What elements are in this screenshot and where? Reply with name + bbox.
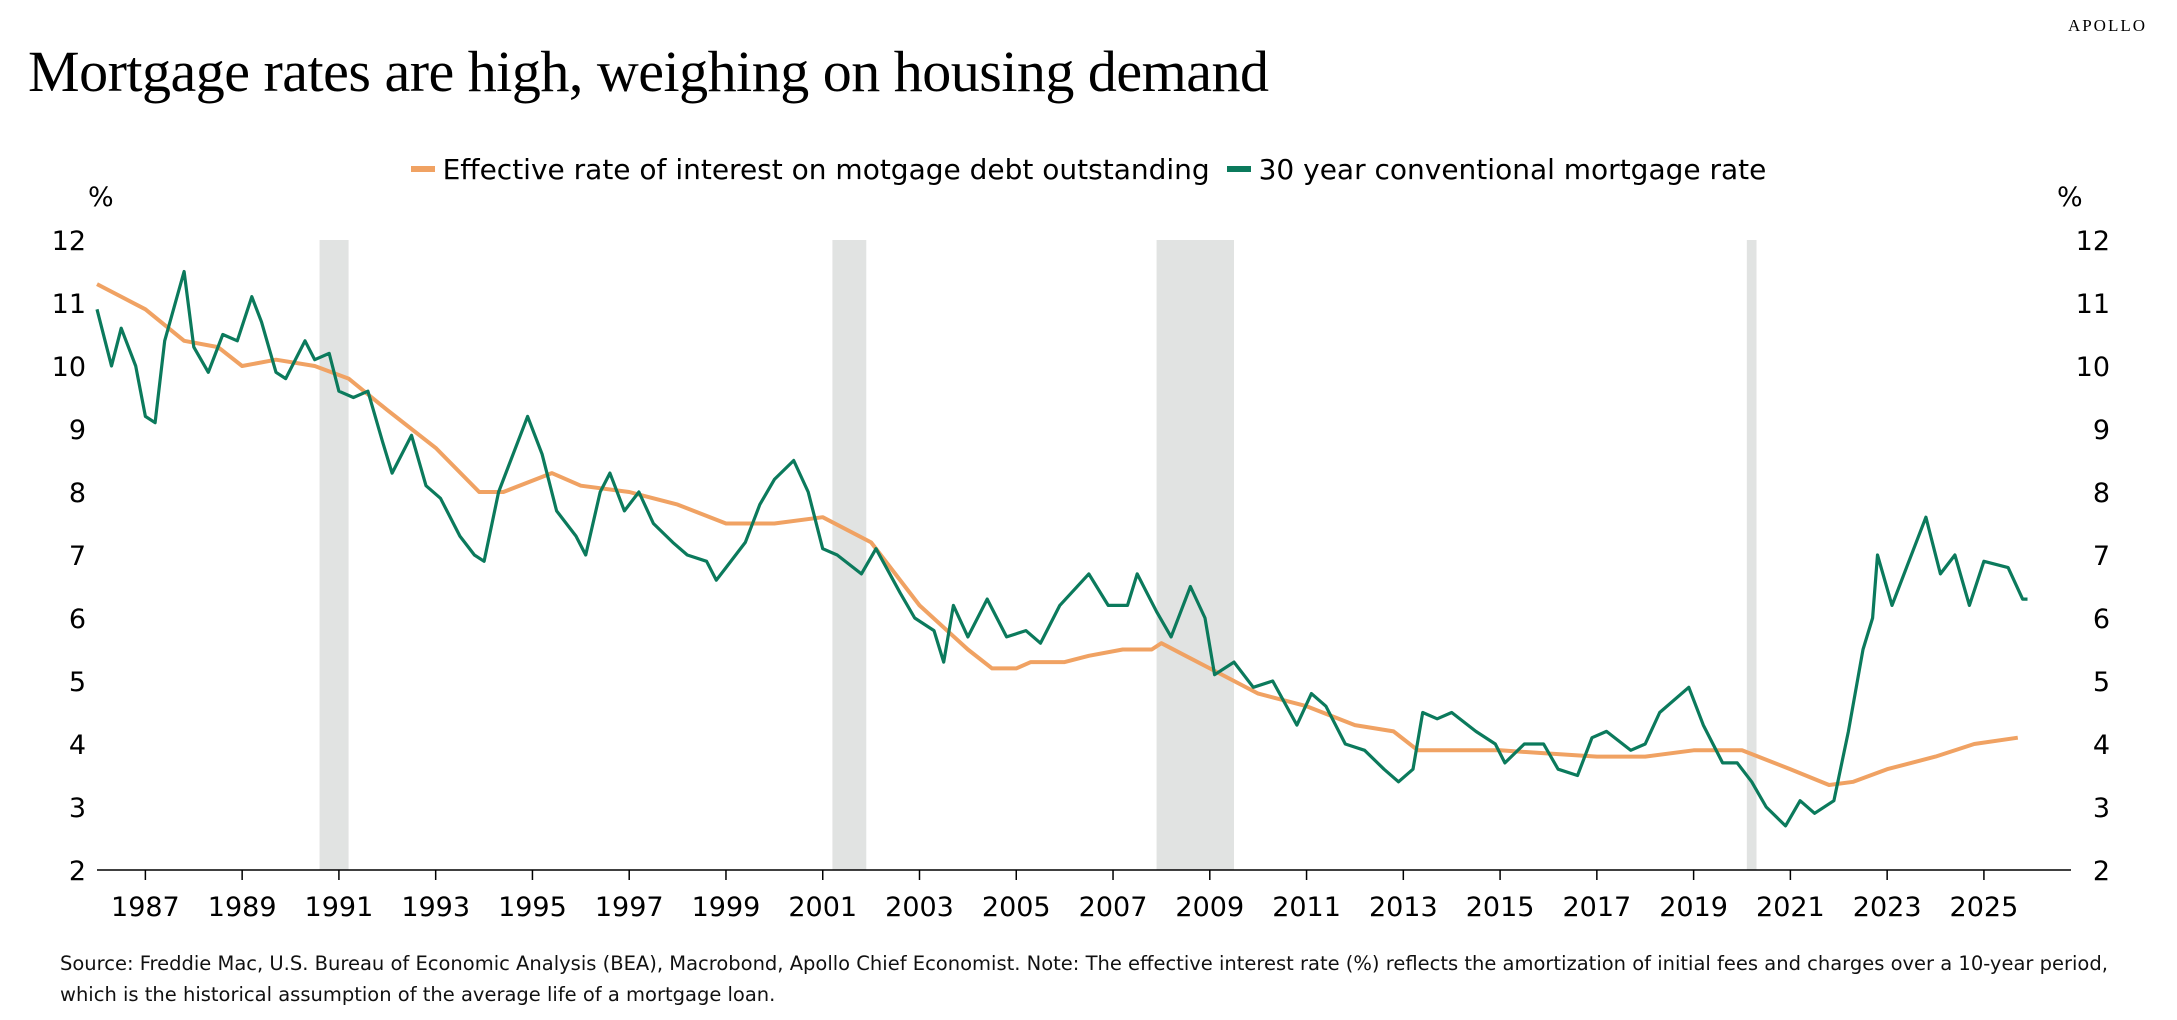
y-tick-label-right: 10 <box>2076 352 2110 383</box>
legend-swatch-effective-rate <box>410 166 435 172</box>
y-tick-label-right: 7 <box>2093 541 2110 572</box>
x-tick-label: 2023 <box>1853 892 1922 923</box>
series-lines <box>95 269 2028 828</box>
recession-band <box>1156 240 1234 870</box>
y-tick-label-right: 2 <box>2093 856 2110 887</box>
x-tick-label: 1987 <box>111 892 180 923</box>
brand-logo: APOLLO <box>2067 16 2147 35</box>
y-axis-label-left: % <box>88 182 114 213</box>
y-tick-label-right: 8 <box>2093 478 2110 509</box>
legend-swatch-30yr-rate <box>1226 166 1251 172</box>
x-tick-label: 2001 <box>788 892 857 923</box>
x-tick-label: 2021 <box>1756 892 1825 923</box>
x-tick-label: 1989 <box>208 892 277 923</box>
y-tick-label-left: 7 <box>69 541 86 572</box>
y-tick-label-left: 11 <box>52 289 86 320</box>
x-tick-label: 2005 <box>982 892 1051 923</box>
x-tick-label: 1993 <box>401 892 470 923</box>
x-tick-label: 1991 <box>305 892 374 923</box>
y-tick-label-right: 12 <box>2076 226 2110 257</box>
y-tick-label-right: 5 <box>2093 667 2110 698</box>
axes: 1987 1989 1991 1993 1995 1997 1999 2001 2003 2005… <box>52 226 2110 923</box>
x-tick-label: 2011 <box>1272 892 1341 923</box>
legend-label-effective-rate: Effective rate of interest on motgage de… <box>442 152 1210 186</box>
y-axis-label-right: % <box>2057 182 2083 213</box>
y-tick-label-right: 9 <box>2093 415 2110 446</box>
x-tick-label: 2009 <box>1175 892 1244 923</box>
y-tick-label-left: 6 <box>69 604 86 635</box>
legend-item-30yr-rate: 30 year conventional mortgage rate <box>1226 152 1767 186</box>
x-tick-label: 2019 <box>1659 892 1728 923</box>
series-line-effective-rate <box>96 282 2019 787</box>
series-line-30yr-rate <box>95 269 2028 828</box>
x-tick-label: 2017 <box>1562 892 1631 923</box>
recession-band <box>319 240 349 870</box>
x-tick-label: 1995 <box>498 892 567 923</box>
legend-item-effective-rate: Effective rate of interest on motgage de… <box>410 152 1210 186</box>
y-tick-label-left: 8 <box>69 478 86 509</box>
y-tick-label-left: 10 <box>52 352 86 383</box>
chart-title: Mortgage rates are high, weighing on hou… <box>28 39 1269 104</box>
y-tick-label-right: 6 <box>2093 604 2110 635</box>
y-tick-label-right: 4 <box>2093 730 2110 761</box>
x-tick-label: 2007 <box>1079 892 1148 923</box>
y-tick-label-left: 4 <box>69 730 86 761</box>
x-tick-label: 2025 <box>1950 892 2019 923</box>
y-tick-label-left: 12 <box>52 226 86 257</box>
footnote: Source: Freddie Mac, U.S. Bureau of Econ… <box>60 952 2108 1006</box>
x-tick-label: 2015 <box>1466 892 1535 923</box>
x-tick-label: 1999 <box>692 892 761 923</box>
x-tick-label: 1997 <box>595 892 664 923</box>
y-tick-label-right: 11 <box>2076 289 2110 320</box>
y-tick-label-right: 3 <box>2093 793 2110 824</box>
x-tick-label: 2003 <box>885 892 954 923</box>
recession-band <box>1746 240 1757 870</box>
y-tick-label-left: 5 <box>69 667 86 698</box>
legend-label-30yr-rate: 30 year conventional mortgage rate <box>1258 152 1767 186</box>
legend: Effective rate of interest on motgage de… <box>0 146 2177 186</box>
x-tick-label: 2013 <box>1369 892 1438 923</box>
y-tick-label-left: 2 <box>69 856 86 887</box>
recession-bands <box>319 240 1757 870</box>
y-tick-label-left: 3 <box>69 793 86 824</box>
y-tick-label-left: 9 <box>69 415 86 446</box>
